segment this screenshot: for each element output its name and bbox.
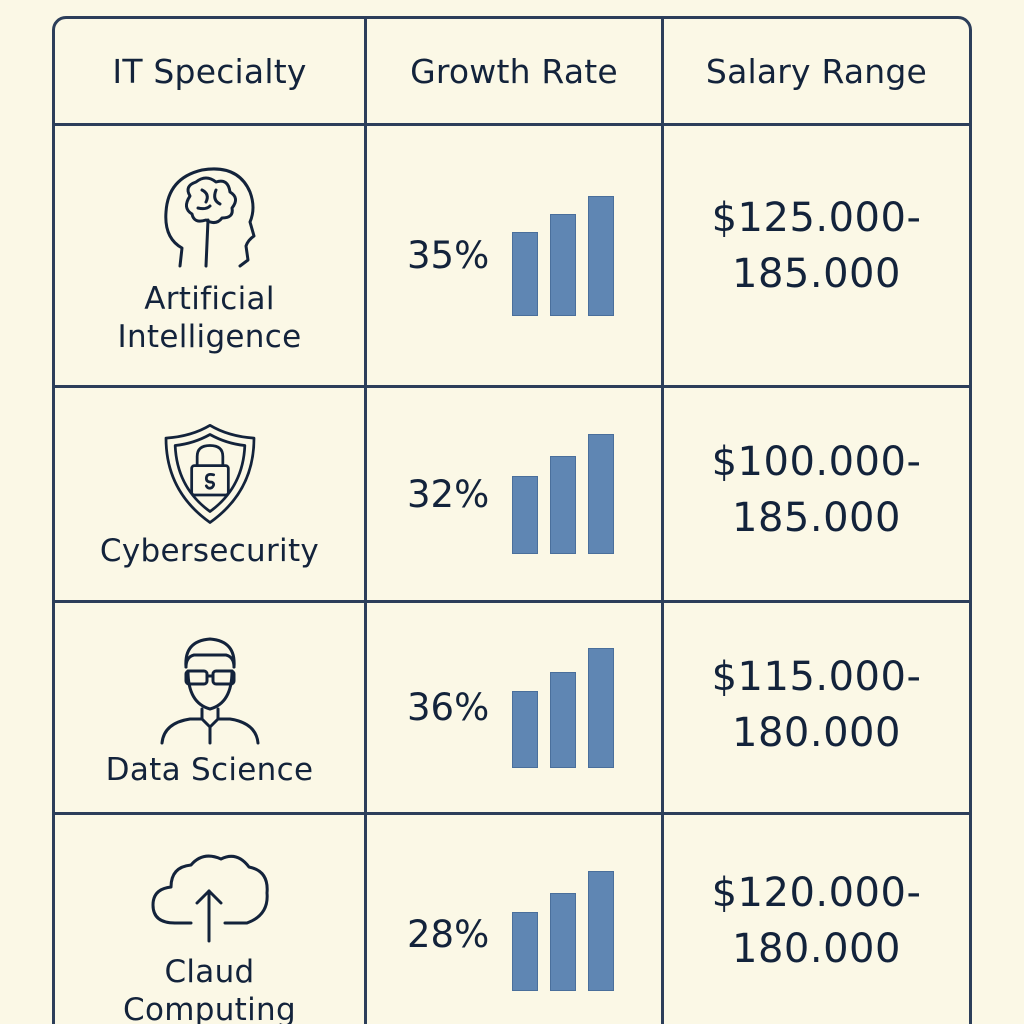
growth-cell: 36% xyxy=(367,603,664,812)
growth-bars xyxy=(512,647,622,768)
growth-percent: 36% xyxy=(407,686,490,729)
shield-lock-icon xyxy=(164,423,255,524)
growth-percent: 32% xyxy=(407,472,490,516)
it-specialty-table: IT Specialty Growth Rate Salary Range Ar… xyxy=(52,16,972,1024)
growth-cell: 32% xyxy=(367,388,664,600)
growth-bar xyxy=(512,912,538,991)
growth-percent: 35% xyxy=(407,234,490,277)
table-row: Data Science 36% $115.000- 180.000 xyxy=(55,603,969,815)
header-salary: Salary Range xyxy=(705,51,928,91)
growth-bar xyxy=(588,434,614,554)
growth-bar xyxy=(512,231,538,316)
growth-bar xyxy=(512,476,538,554)
growth-bar xyxy=(588,647,614,768)
growth-bar xyxy=(588,195,614,316)
salary-min: $120.000- xyxy=(711,870,922,916)
salary-max: 185.000 xyxy=(732,495,901,541)
growth-bars xyxy=(512,195,622,316)
salary-cell: $125.000- 185.000 xyxy=(664,126,969,385)
growth-bar xyxy=(512,690,538,768)
growth-cell: 28% xyxy=(367,815,664,1024)
specialty-cell: Artificial Intelligence xyxy=(55,126,367,385)
salary-max: 180.000 xyxy=(732,926,901,972)
brain-head-icon xyxy=(163,167,255,267)
salary-cell: $115.000- 180.000 xyxy=(664,603,969,812)
table-row: Artificial Intelligence 35% $125.000- 18… xyxy=(55,126,969,388)
table-row: Claud Computing 28% $120.000- 180.000 xyxy=(55,815,969,1024)
person-glasses-icon xyxy=(160,637,259,744)
specialty-label: Artificial Intelligence xyxy=(117,280,302,355)
salary-cell: $100.000- 185.000 xyxy=(664,388,969,600)
header-specialty: IT Specialty xyxy=(55,19,367,123)
growth-bar xyxy=(550,893,576,991)
growth-bars xyxy=(512,871,622,991)
growth-bar xyxy=(588,871,614,991)
specialty-label: Cybersecurity xyxy=(99,533,320,569)
growth-bars xyxy=(512,434,622,554)
specialty-label: Claud Computing xyxy=(123,954,296,1024)
table-row: Cybersecurity 32% $100.000- 185.000 xyxy=(55,388,969,603)
salary-max: 180.000 xyxy=(732,710,901,756)
specialty-cell: Data Science xyxy=(55,603,367,812)
salary-min: $100.000- xyxy=(711,439,922,485)
salary-max: 185.000 xyxy=(732,251,901,297)
specialty-cell: Claud Computing xyxy=(55,815,367,1024)
growth-percent: 28% xyxy=(407,913,490,956)
header-row: IT Specialty Growth Rate Salary Range xyxy=(55,19,969,126)
salary-min: $115.000- xyxy=(711,654,922,700)
cloud-upload-icon xyxy=(151,854,269,943)
salary-min: $125.000- xyxy=(711,195,922,241)
growth-bar xyxy=(550,456,576,554)
specialty-label: Data Science xyxy=(105,751,314,788)
header-growth: Growth Rate xyxy=(367,19,664,123)
specialty-cell: Cybersecurity xyxy=(55,388,367,600)
growth-bar xyxy=(550,213,576,316)
growth-cell: 35% xyxy=(367,126,664,385)
growth-bar xyxy=(550,671,576,768)
salary-cell: $120.000- 180.000 xyxy=(664,815,969,1024)
